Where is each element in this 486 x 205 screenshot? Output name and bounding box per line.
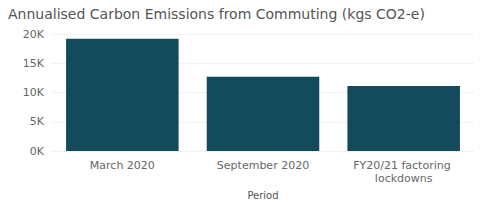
svg-text:0K: 0K xyxy=(30,145,45,158)
svg-text:10K: 10K xyxy=(23,86,45,99)
svg-text:20K: 20K xyxy=(23,28,45,41)
svg-text:Annualised Carbon Emissions fr: Annualised Carbon Emissions from Commuti… xyxy=(8,6,425,22)
svg-text:5K: 5K xyxy=(30,115,45,128)
svg-text:September 2020: September 2020 xyxy=(217,159,309,172)
svg-text:March 2020: March 2020 xyxy=(90,159,155,172)
svg-text:Period: Period xyxy=(247,190,278,201)
svg-text:15K: 15K xyxy=(23,57,45,70)
svg-text:lockdowns: lockdowns xyxy=(375,172,433,185)
svg-text:FY20/21 factoring: FY20/21 factoring xyxy=(353,159,454,172)
